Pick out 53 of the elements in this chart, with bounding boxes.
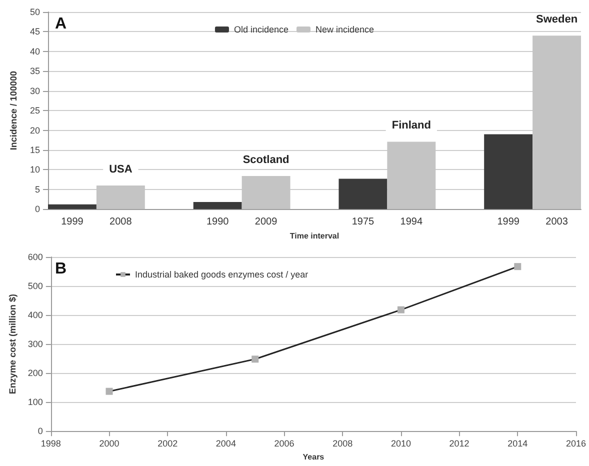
y-tick-label: 15 [30, 144, 40, 155]
bar [48, 204, 96, 210]
x-axis-title: Years [302, 452, 325, 462]
x-tick-label: 1999 [61, 216, 84, 228]
legend-label: Old incidence [234, 24, 289, 34]
x-tick-label: 2014 [508, 438, 528, 449]
x-tick-label: 2012 [449, 438, 470, 449]
y-axis-title: Enzyme cost (million $) [8, 294, 18, 394]
y-tick-label: 30 [30, 86, 40, 96]
y-tick-label: 0 [34, 204, 40, 214]
y-axis-title: Incidence / 100000 [8, 71, 18, 150]
y-tick-label: 600 [28, 252, 43, 262]
x-tick-label: 2000 [99, 438, 120, 449]
y-tick-label: 45 [30, 26, 40, 37]
y-tick-label: 400 [28, 310, 43, 320]
y-tick-label: 25 [30, 106, 40, 116]
x-tick-label: 1975 [352, 216, 375, 228]
bar [338, 178, 388, 210]
y-tick-label: 40 [30, 46, 40, 56]
x-tick-label: 2010 [390, 438, 411, 449]
x-tick-label: 2009 [254, 216, 278, 228]
x-tick-label: 2003 [546, 216, 568, 228]
y-tick-label: 35 [30, 66, 40, 76]
x-tick-label: 1999 [497, 216, 520, 228]
y-tick-label: 500 [28, 281, 43, 292]
x-tick-label: 2002 [158, 438, 178, 449]
x-tick-label: 1990 [206, 216, 230, 228]
annotation: Scotland [242, 154, 290, 166]
y-tick-label: 20 [30, 125, 40, 136]
x-tick-label: 2006 [274, 438, 294, 449]
x-tick-label: 2004 [216, 438, 236, 449]
x-tick-label: 1998 [40, 438, 61, 449]
y-tick-label: 0 [38, 426, 43, 436]
x-tick-label: 1994 [400, 216, 423, 228]
annotation: B [55, 260, 67, 278]
legend-label: New incidence [316, 24, 374, 34]
x-tick-label: 2016 [566, 438, 586, 449]
bar [484, 134, 533, 210]
y-tick-label: 300 [28, 339, 43, 350]
y-tick-label: 10 [30, 164, 40, 175]
y-tick-label: 200 [28, 368, 43, 378]
legend-label: Industrial baked goods enzymes cost / year [135, 270, 308, 280]
annotation: Finland [392, 120, 431, 132]
annotation: USA [109, 163, 132, 176]
bar [193, 202, 242, 210]
y-tick-label: 50 [30, 7, 40, 17]
y-tick-label: 100 [28, 397, 43, 408]
annotation: A [55, 16, 67, 32]
annotation: Sweden [536, 14, 578, 26]
x-tick-label: 2008 [332, 438, 353, 449]
x-tick-label: 2008 [110, 216, 132, 228]
y-tick-label: 5 [34, 184, 40, 194]
x-axis-title: Time interval [290, 232, 340, 240]
